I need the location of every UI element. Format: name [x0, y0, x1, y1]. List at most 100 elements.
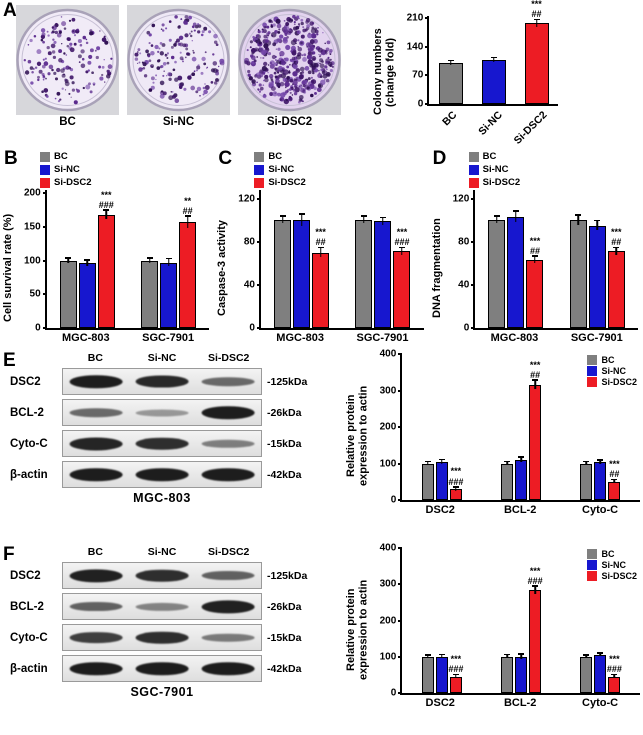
molecular-weight-label: -26kDa [267, 600, 302, 613]
y-tick-mark [42, 259, 47, 262]
y-tick-mark [256, 327, 261, 329]
bar [515, 459, 528, 500]
legend-label: BC [54, 151, 68, 162]
bar [59, 260, 77, 328]
bar [355, 220, 373, 328]
protein-band [69, 568, 123, 583]
bar-slot: *** ## [524, 0, 549, 104]
error-bar [186, 216, 189, 228]
y-tick-label: 50 [29, 288, 41, 300]
petri-dish-image [127, 5, 230, 115]
error-bar-cap [452, 673, 459, 676]
protein-band [135, 375, 189, 388]
bar [607, 251, 625, 328]
bar-slot [501, 354, 514, 500]
protein-band [135, 661, 189, 676]
error-bar [427, 462, 429, 465]
colony-dish-photo [16, 5, 119, 115]
error-bar-cap [103, 209, 110, 211]
legend-swatch [254, 177, 265, 188]
molecular-weight-label: -15kDa [267, 437, 302, 450]
panel-a-label: A [3, 0, 17, 21]
bar [449, 676, 462, 693]
bar-slot [421, 548, 434, 693]
protein-name: BCL-2 [10, 406, 44, 419]
y-tick-mark [398, 389, 403, 392]
plot-area: 0 40 80 120 *** ## *** ### [238, 190, 424, 334]
bar-slot [501, 548, 514, 693]
blot-row: DSC2 -125kDa [10, 368, 342, 395]
error-bar-cap [512, 210, 519, 212]
blot-column-label: Si-DSC2 [207, 352, 250, 364]
y-tick-mark [398, 426, 403, 428]
legend-swatch [40, 177, 50, 188]
error-bar-cap [398, 246, 405, 249]
error-bar [300, 214, 303, 226]
y-tick-label: 300 [379, 385, 397, 396]
bar-slot: *** ## [608, 354, 621, 500]
y-axis-label: Relative protein expression to actin [345, 385, 370, 487]
colony-dish-label: BC [59, 116, 76, 128]
error-bar-cap [597, 459, 604, 461]
bar-slot [588, 190, 606, 328]
legend-label: Si-NC [482, 164, 509, 175]
legend-swatch [468, 164, 479, 175]
error-bar-cap [84, 259, 91, 261]
x-category-label: Si-NC [475, 109, 505, 138]
error-bar [496, 216, 498, 224]
blot-lane [129, 656, 195, 681]
legend-label: BC [601, 549, 615, 559]
significance-annotation: *** ### [448, 466, 464, 487]
blot-strip [62, 655, 262, 682]
error-bar [585, 462, 588, 465]
blot-strip [62, 624, 262, 651]
error-bar-cap [532, 585, 539, 587]
y-axis-label: DNA fragmentation [430, 218, 443, 318]
blot-column-label: Si-NC [147, 546, 177, 558]
blot-lane [63, 563, 129, 588]
error-bar-cap [613, 246, 620, 249]
y-tick-mark [42, 226, 47, 229]
y-tick-label: 300 [379, 578, 397, 590]
error-bar-cap [184, 215, 191, 217]
bar [141, 260, 159, 328]
bar-slot: *** ### [528, 548, 543, 693]
protein-band [201, 376, 255, 387]
y-tick-mark [425, 74, 430, 77]
bar-group: *** ## [261, 190, 342, 328]
dna-fragmentation-chart: DNA fragmentation 0 40 80 120 *** ## *** ## MGC-8… [431, 190, 638, 346]
y-axis-label: Cell survival rate (%) [2, 213, 14, 323]
x-category-label: Cyto-C [582, 697, 619, 709]
y-tick-label: 100 [379, 458, 397, 469]
y-tick-mark [256, 197, 261, 200]
panel-a: A BC Si-NC Si-DSC2 Colony numbers (chang… [0, 0, 643, 147]
protein-band [69, 407, 123, 418]
error-bar-cap [298, 213, 305, 215]
protein-band [135, 602, 189, 611]
panel-d: D BC Si-NC Si-DSC2 DNA fragmentation 0 40 80 1… [429, 146, 643, 348]
legend-item-si_dsc2: Si-DSC2 [254, 177, 306, 188]
bar [608, 481, 621, 500]
error-bar [455, 487, 457, 491]
protein-name: DSC2 [10, 375, 41, 388]
error-bar [281, 216, 284, 224]
legend-label: Si-NC [601, 366, 626, 376]
bar-slot: *** ## [526, 190, 544, 328]
y-axis-label: Relative protein expression to actin [345, 579, 370, 680]
bar [179, 222, 197, 328]
error-bar-cap [424, 460, 431, 463]
blot-row: β-actin -42kDa [10, 461, 342, 488]
plot-area: 0 100 200 300 400 *** ### *** ### *** ### BC Si-NC Si… [380, 543, 640, 699]
bar [580, 656, 593, 693]
bar-slot [59, 190, 77, 328]
legend: BC Si-NC Si-DSC2 [587, 355, 637, 387]
colony-dish-label: Si-DSC2 [266, 116, 313, 128]
bar-group: *** ### [402, 548, 481, 693]
y-tick-label: 400 [379, 542, 397, 554]
y-tick-label: 0 [390, 494, 397, 506]
x-category-label: Si-DSC2 [511, 109, 550, 147]
error-bar [67, 258, 70, 263]
error-bar-cap [533, 18, 540, 21]
blot-lane [129, 594, 195, 619]
x-category-label: BCL-2 [503, 697, 537, 709]
